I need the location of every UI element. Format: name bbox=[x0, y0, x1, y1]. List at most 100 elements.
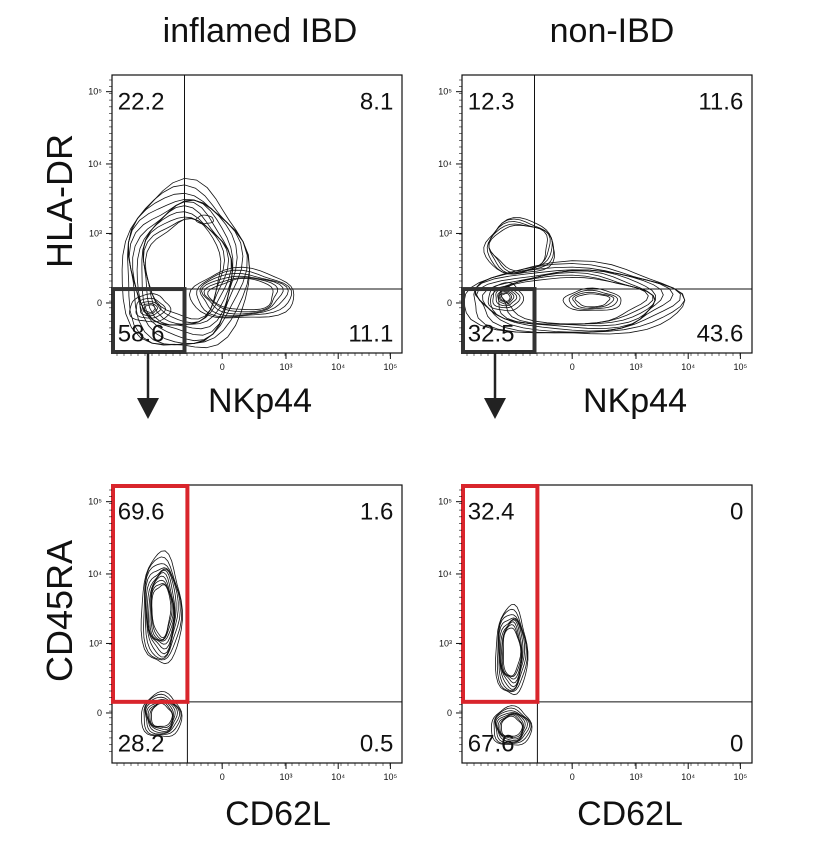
quadrant-value-bottom-left: 28.2 bbox=[118, 731, 165, 758]
title-inflamed-ibd: inflamed IBD bbox=[162, 12, 358, 50]
title-non-ibd: non-IBD bbox=[549, 12, 675, 50]
contour-line bbox=[142, 218, 225, 324]
quadrant-value-top-left: 32.4 bbox=[468, 499, 515, 526]
quadrant-value-bottom-left: 58.6 bbox=[118, 321, 165, 348]
contour-line bbox=[127, 184, 251, 346]
quadrant-value-bottom-right: 11.1 bbox=[348, 321, 393, 348]
contour-line bbox=[140, 690, 183, 738]
contour-line bbox=[496, 608, 528, 693]
quadrant-value-bottom-right: 0 bbox=[730, 731, 743, 758]
y-tick-label: 0 bbox=[447, 298, 452, 308]
quadrant-value-bottom-right: 43.6 bbox=[697, 321, 744, 348]
contour-line bbox=[490, 705, 533, 746]
plot-frame bbox=[461, 74, 753, 354]
plot-frame bbox=[111, 484, 403, 764]
y-tick-label: 0 bbox=[447, 708, 452, 718]
y-tick-label: 10⁵ bbox=[88, 87, 102, 97]
y-tick-label: 0 bbox=[97, 298, 102, 308]
quadrant-value-top-left: 22.2 bbox=[118, 89, 165, 116]
contour-line bbox=[195, 214, 214, 225]
quadrant-value-top-left: 12.3 bbox=[468, 89, 515, 116]
contour-group bbox=[121, 177, 295, 349]
x-tick-label: 0 bbox=[220, 362, 225, 372]
quadrant-value-top-right: 0 bbox=[730, 499, 743, 526]
quadrant-value-bottom-left: 32.5 bbox=[468, 321, 515, 348]
y-tick-label: 10³ bbox=[439, 228, 452, 238]
quadrant-value-top-left: 69.6 bbox=[118, 499, 165, 526]
contour-line bbox=[196, 269, 293, 318]
contour-line bbox=[199, 272, 289, 317]
y-tick-label: 10⁴ bbox=[88, 569, 102, 579]
contour-line bbox=[500, 292, 511, 302]
contour-line bbox=[501, 715, 523, 737]
x-tick-label: 0 bbox=[570, 362, 575, 372]
y-tick-label: 10³ bbox=[89, 638, 102, 648]
axis-ticks: 0 10³ 10⁴ 10⁵ 0 10³ 10⁴ 10⁵ bbox=[88, 79, 398, 372]
x-tick-label: 10³ bbox=[279, 362, 292, 372]
contour-line bbox=[495, 712, 528, 743]
panel-nonibd-cd45ra-cd62l: 0 10³ 10⁴ 10⁵ 0 10³ 10⁴ 10⁵ 32.4 0 67.6 0 bbox=[410, 475, 760, 795]
x-tick-label: 10⁵ bbox=[384, 362, 398, 372]
x-tick-label: 10⁵ bbox=[384, 772, 398, 782]
contour-line bbox=[143, 556, 183, 661]
contour-line bbox=[128, 199, 238, 342]
contour-line bbox=[145, 568, 177, 655]
gate-rect bbox=[461, 484, 540, 704]
contour-line bbox=[143, 693, 182, 736]
contour-line bbox=[574, 293, 611, 308]
contour-group bbox=[140, 550, 183, 738]
down-arrow-icon-right bbox=[484, 353, 506, 419]
plot-frame bbox=[461, 484, 753, 764]
contour-line bbox=[140, 550, 183, 665]
contour-line bbox=[151, 702, 173, 727]
quadrant-value-top-right: 1.6 bbox=[360, 499, 393, 526]
contour-line bbox=[146, 569, 176, 650]
xlabel-cd62l-right: CD62L bbox=[577, 795, 683, 833]
contour-line bbox=[500, 276, 649, 325]
x-tick-label: 10³ bbox=[279, 772, 292, 782]
contour-line bbox=[502, 627, 522, 677]
x-tick-label: 10³ bbox=[629, 772, 642, 782]
contour-line bbox=[486, 218, 555, 275]
y-tick-label: 10⁵ bbox=[438, 497, 452, 507]
gate-rect bbox=[111, 287, 187, 354]
contour-line bbox=[488, 224, 548, 272]
contour-line bbox=[201, 275, 284, 315]
contour-line bbox=[203, 277, 279, 313]
gate-rect bbox=[461, 287, 537, 354]
y-tick-label: 10³ bbox=[439, 638, 452, 648]
contour-line bbox=[144, 563, 181, 660]
y-tick-label: 10⁵ bbox=[88, 497, 102, 507]
x-tick-label: 10⁴ bbox=[331, 362, 345, 372]
contour-line bbox=[487, 282, 524, 312]
contour-line bbox=[494, 603, 529, 696]
contour-line bbox=[498, 618, 524, 688]
contour-line bbox=[148, 572, 175, 645]
contour-line bbox=[497, 290, 515, 305]
contour-line bbox=[499, 619, 523, 684]
contour-line bbox=[476, 269, 664, 332]
contour-line bbox=[207, 277, 274, 311]
y-tick-label: 10⁵ bbox=[438, 87, 452, 97]
xlabel-cd62l-left: CD62L bbox=[225, 795, 331, 833]
x-tick-label: 10⁵ bbox=[734, 362, 748, 372]
gate-rect bbox=[111, 484, 190, 704]
panel-inflamed-cd45ra-cd62l: 0 10³ 10⁴ 10⁵ 0 10³ 10⁴ 10⁵ 69.6 1.6 28.2 0.5 bbox=[60, 475, 410, 795]
contour-line bbox=[151, 584, 172, 639]
y-tick-label: 10⁴ bbox=[438, 159, 452, 169]
x-tick-label: 0 bbox=[220, 772, 225, 782]
down-arrow-icon-left bbox=[137, 353, 159, 419]
contour-line bbox=[498, 292, 513, 304]
contour-line bbox=[500, 621, 522, 680]
x-tick-label: 10⁵ bbox=[734, 772, 748, 782]
contour-line bbox=[188, 266, 295, 319]
contour-line bbox=[144, 217, 222, 320]
contour-line bbox=[498, 272, 656, 325]
contour-line bbox=[493, 707, 532, 745]
axis-ticks: 0 10³ 10⁴ 10⁵ 0 10³ 10⁴ 10⁵ bbox=[88, 489, 398, 782]
contour-group bbox=[490, 603, 533, 746]
contour-line bbox=[132, 199, 234, 336]
y-tick-label: 0 bbox=[97, 708, 102, 718]
axis-ticks: 0 10³ 10⁴ 10⁵ 0 10³ 10⁴ 10⁵ bbox=[438, 79, 748, 372]
contour-line bbox=[482, 269, 657, 330]
